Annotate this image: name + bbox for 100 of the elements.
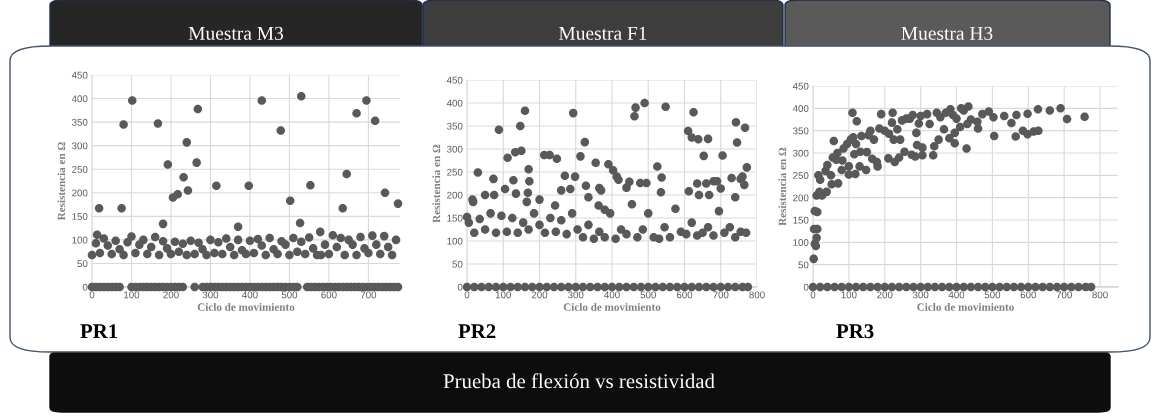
point bbox=[687, 218, 697, 227]
point bbox=[491, 228, 501, 237]
point bbox=[578, 233, 588, 242]
point bbox=[720, 228, 729, 237]
y-tick-label: 250 bbox=[72, 165, 88, 173]
point bbox=[600, 233, 610, 242]
x-axis-title: Ciclo de movimiento bbox=[563, 303, 661, 311]
y-tick-label: 400 bbox=[71, 95, 88, 103]
point bbox=[158, 219, 168, 229]
point bbox=[551, 227, 561, 237]
point bbox=[638, 225, 648, 234]
point bbox=[128, 96, 137, 105]
point bbox=[370, 116, 380, 125]
point bbox=[611, 234, 620, 243]
point bbox=[173, 189, 182, 199]
chart-title: Muestra F1 bbox=[559, 26, 647, 40]
point bbox=[716, 282, 726, 292]
x-tick-label: 0 bbox=[810, 291, 816, 299]
point bbox=[480, 225, 490, 234]
y-axis-title: Resistencia en Ω bbox=[57, 142, 66, 221]
point bbox=[315, 227, 325, 237]
y-tick-label: 250 bbox=[447, 168, 463, 176]
point bbox=[94, 204, 104, 213]
point bbox=[297, 91, 306, 101]
point bbox=[92, 230, 102, 239]
text: PR3 bbox=[836, 324, 874, 339]
point bbox=[672, 282, 682, 292]
point bbox=[212, 181, 221, 190]
chart-title: Muestra M3 bbox=[188, 26, 284, 40]
y-tick-label: 100 bbox=[793, 239, 809, 246]
point bbox=[513, 228, 523, 237]
point bbox=[498, 282, 508, 292]
point bbox=[556, 282, 566, 292]
y-tick-label: 300 bbox=[71, 142, 88, 150]
x-tick-label: 700 bbox=[1056, 291, 1072, 299]
point bbox=[571, 282, 581, 292]
x-tick-label: 400 bbox=[948, 291, 965, 299]
point bbox=[616, 225, 626, 234]
point bbox=[276, 126, 286, 135]
x-tick-label: 500 bbox=[281, 291, 298, 299]
y-tick-label: 450 bbox=[446, 76, 463, 84]
point bbox=[589, 234, 599, 243]
point bbox=[535, 282, 544, 292]
point bbox=[564, 282, 573, 292]
point bbox=[469, 228, 479, 237]
point bbox=[714, 206, 724, 216]
y-tick-label: 400 bbox=[792, 105, 809, 112]
point bbox=[306, 180, 315, 190]
point bbox=[627, 199, 637, 209]
point bbox=[556, 216, 566, 225]
x-tick-label: 400 bbox=[242, 291, 258, 299]
y-tick-label: 350 bbox=[446, 122, 463, 130]
x-tick-label: 800 bbox=[1092, 291, 1108, 299]
point bbox=[585, 282, 595, 292]
point bbox=[535, 220, 544, 230]
point bbox=[725, 222, 735, 232]
point bbox=[119, 120, 128, 129]
y-tick-label: 150 bbox=[72, 213, 88, 220]
point bbox=[654, 234, 664, 243]
point bbox=[730, 282, 740, 292]
x-tick-label: 500 bbox=[640, 291, 656, 299]
y-tick-label: 450 bbox=[792, 82, 809, 90]
x-axis-title: Ciclo de movimiento bbox=[917, 303, 1014, 311]
point bbox=[643, 209, 653, 218]
point bbox=[295, 218, 305, 228]
point bbox=[730, 233, 740, 242]
y-tick-label: 250 bbox=[793, 172, 809, 179]
point bbox=[687, 282, 697, 292]
x-tick-label: 500 bbox=[984, 291, 1001, 299]
x-tick-label: 0 bbox=[89, 291, 95, 299]
x-tick-label: 300 bbox=[912, 291, 929, 299]
y-tick-label: 200 bbox=[793, 194, 809, 202]
y-tick-label: 50 bbox=[798, 261, 809, 269]
point bbox=[524, 225, 533, 234]
point bbox=[352, 108, 361, 118]
point bbox=[529, 209, 539, 218]
x-tick-label: 300 bbox=[202, 291, 219, 299]
x-tick-label: 300 bbox=[568, 291, 584, 299]
point bbox=[244, 181, 254, 190]
x-tick-label: 200 bbox=[877, 291, 893, 299]
y-tick-label: 200 bbox=[447, 191, 463, 199]
point bbox=[709, 282, 718, 292]
x-tick-label: 200 bbox=[163, 291, 179, 299]
x-tick-label: 100 bbox=[841, 291, 857, 299]
point bbox=[567, 209, 577, 218]
y-tick-label: 100 bbox=[72, 236, 88, 244]
point bbox=[546, 213, 555, 223]
point bbox=[701, 282, 711, 292]
y-tick-label: 150 bbox=[793, 216, 809, 224]
y-tick-label: 0 bbox=[803, 283, 809, 291]
point bbox=[651, 282, 660, 292]
y-tick-label: 200 bbox=[72, 189, 88, 197]
point bbox=[680, 282, 689, 292]
point bbox=[192, 158, 201, 167]
point bbox=[233, 222, 243, 231]
y-tick-label: 400 bbox=[446, 99, 463, 107]
x-tick-label: 200 bbox=[531, 291, 548, 299]
point bbox=[513, 282, 523, 292]
point bbox=[486, 209, 495, 218]
y-tick-label: 300 bbox=[792, 149, 809, 157]
